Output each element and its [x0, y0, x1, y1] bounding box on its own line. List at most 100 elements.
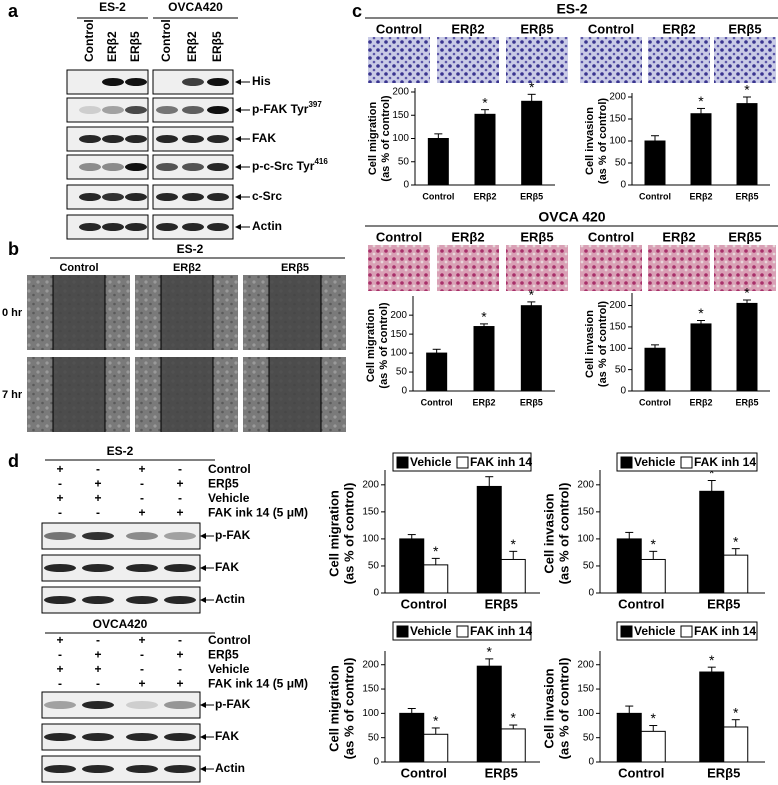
legend-swatch [396, 456, 409, 469]
blot-band [125, 163, 147, 171]
y-tick-label: 0 [620, 386, 626, 397]
y-tick-label: 150 [390, 329, 407, 340]
sign: - [96, 633, 100, 647]
blot-band [207, 78, 229, 86]
sign: + [138, 462, 145, 476]
y-axis-label: Cell invasion [541, 668, 556, 748]
bar [640, 730, 666, 763]
section-title: ES-2 [556, 1, 587, 17]
significance: * [733, 704, 739, 720]
bar [616, 538, 642, 594]
sign: - [58, 648, 62, 662]
bar [426, 352, 448, 392]
group-label: ES-2 [107, 444, 134, 458]
y-tick-label: 150 [609, 114, 626, 125]
y-tick-label: 50 [583, 561, 595, 572]
micrograph [368, 37, 430, 83]
micrograph [648, 245, 710, 291]
arrow-head [200, 766, 206, 772]
y-axis-label: (as % of control) [380, 95, 392, 182]
blot-band [125, 78, 147, 86]
blot-band [126, 564, 158, 572]
blot-band [44, 765, 76, 773]
blot-band [79, 106, 101, 114]
legend-label: FAK inh 14 [470, 455, 532, 469]
blot-band [102, 135, 124, 143]
lane-label: ERβ5 [210, 31, 224, 62]
blot-band [126, 701, 158, 709]
bar [690, 323, 712, 392]
bar [723, 554, 749, 594]
image-label: Control [376, 21, 422, 36]
blot-band [125, 106, 147, 114]
legend-swatch [680, 456, 693, 469]
significance: * [433, 543, 439, 559]
column-label: ERβ5 [281, 262, 309, 274]
y-axis-label: Cell migration [365, 309, 377, 383]
blot-band [182, 193, 204, 201]
sign: - [58, 477, 62, 491]
condition-label: FAK ink 14 (5 μM) [208, 677, 308, 691]
arrow-head [235, 194, 241, 200]
y-axis-label: (as % of control) [597, 301, 609, 388]
blot-band [207, 135, 229, 143]
y-tick-label: 150 [392, 110, 409, 121]
image-label: ERβ2 [662, 229, 695, 244]
y-tick-label: 200 [577, 479, 594, 490]
micrograph [714, 245, 776, 291]
x-tick-label: ERβ2 [472, 397, 495, 407]
blot-band [79, 163, 101, 171]
band-label: FAK [215, 560, 239, 574]
sign: - [96, 677, 100, 691]
arrow-head [235, 164, 241, 170]
y-tick-label: 50 [398, 156, 410, 167]
sign: - [96, 506, 100, 520]
band-label: p-FAK Tyr397 [252, 100, 322, 116]
sign: + [176, 677, 183, 691]
blot-band [44, 532, 76, 540]
significance: * [433, 713, 439, 729]
significance: * [511, 536, 517, 552]
significance: * [651, 536, 657, 552]
blot-band [102, 193, 124, 201]
condition-label: ERβ5 [208, 648, 239, 662]
sign: + [56, 491, 63, 505]
blot-band [164, 532, 196, 540]
arrow-head [235, 79, 241, 85]
blot-band [44, 701, 76, 709]
band-label: p-FAK [215, 528, 251, 542]
x-tick-label: Control [422, 191, 454, 201]
sign: + [56, 633, 63, 647]
blot-band [207, 106, 229, 114]
blot-band [82, 765, 114, 773]
micrograph [580, 37, 642, 83]
band-label: FAK [215, 729, 239, 743]
blot-band [182, 78, 204, 86]
row-label: 7 hr [2, 389, 23, 401]
blot-band [207, 193, 229, 201]
legend-swatch [620, 456, 633, 469]
group-label: OVCA420 [93, 617, 148, 631]
image-label: ERβ2 [662, 21, 695, 36]
image-label: ERβ5 [520, 21, 553, 36]
condition-label: Vehicle [208, 491, 250, 505]
y-tick-label: 0 [373, 588, 379, 599]
bar [644, 140, 666, 186]
blot-band [126, 765, 158, 773]
legend-swatch [396, 625, 409, 638]
image-label: Control [588, 21, 634, 36]
sign: - [178, 462, 182, 476]
significance: * [651, 710, 657, 726]
micrograph [506, 37, 568, 83]
significance: * [744, 285, 750, 301]
group-label: ES-2 [177, 242, 204, 256]
micrograph [580, 245, 642, 291]
band-label-text: p-c-Src Tyr [252, 159, 315, 173]
y-axis-label: Cell invasion [541, 493, 556, 573]
blot-band [82, 733, 114, 741]
bar [500, 558, 526, 594]
y-tick-label: 150 [362, 684, 379, 695]
bar [736, 103, 758, 186]
micrograph [437, 37, 499, 83]
legend-swatch [456, 456, 469, 469]
